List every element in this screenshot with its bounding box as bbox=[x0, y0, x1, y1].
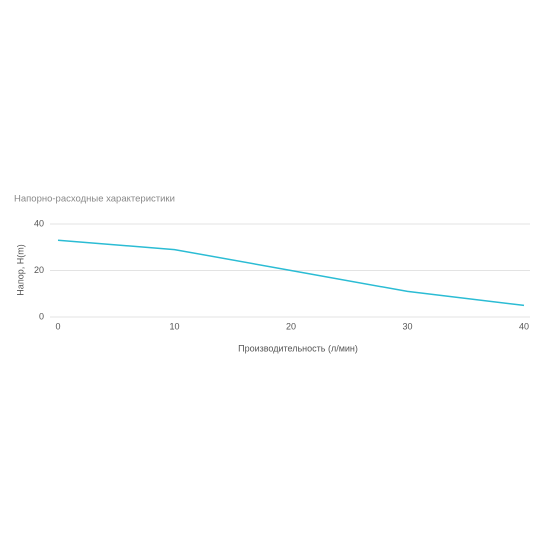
x-tick-label: 40 bbox=[519, 321, 529, 331]
x-tick-label: 30 bbox=[402, 321, 412, 331]
line bbox=[57, 239, 525, 307]
x-tick-label: 0 bbox=[55, 321, 60, 331]
y-axis-label: Напор, H(m) bbox=[15, 244, 25, 295]
x-tick-label: 20 bbox=[286, 321, 296, 331]
chart-title: Напорно-расходные характеристики bbox=[14, 194, 175, 205]
y-tick-label: 0 bbox=[39, 311, 44, 321]
x-axis-label: Производительность (л/мин) bbox=[238, 343, 358, 353]
x-tick-label: 10 bbox=[169, 321, 179, 331]
y-tick-label: 40 bbox=[34, 218, 44, 228]
y-tick-label: 20 bbox=[34, 265, 44, 275]
